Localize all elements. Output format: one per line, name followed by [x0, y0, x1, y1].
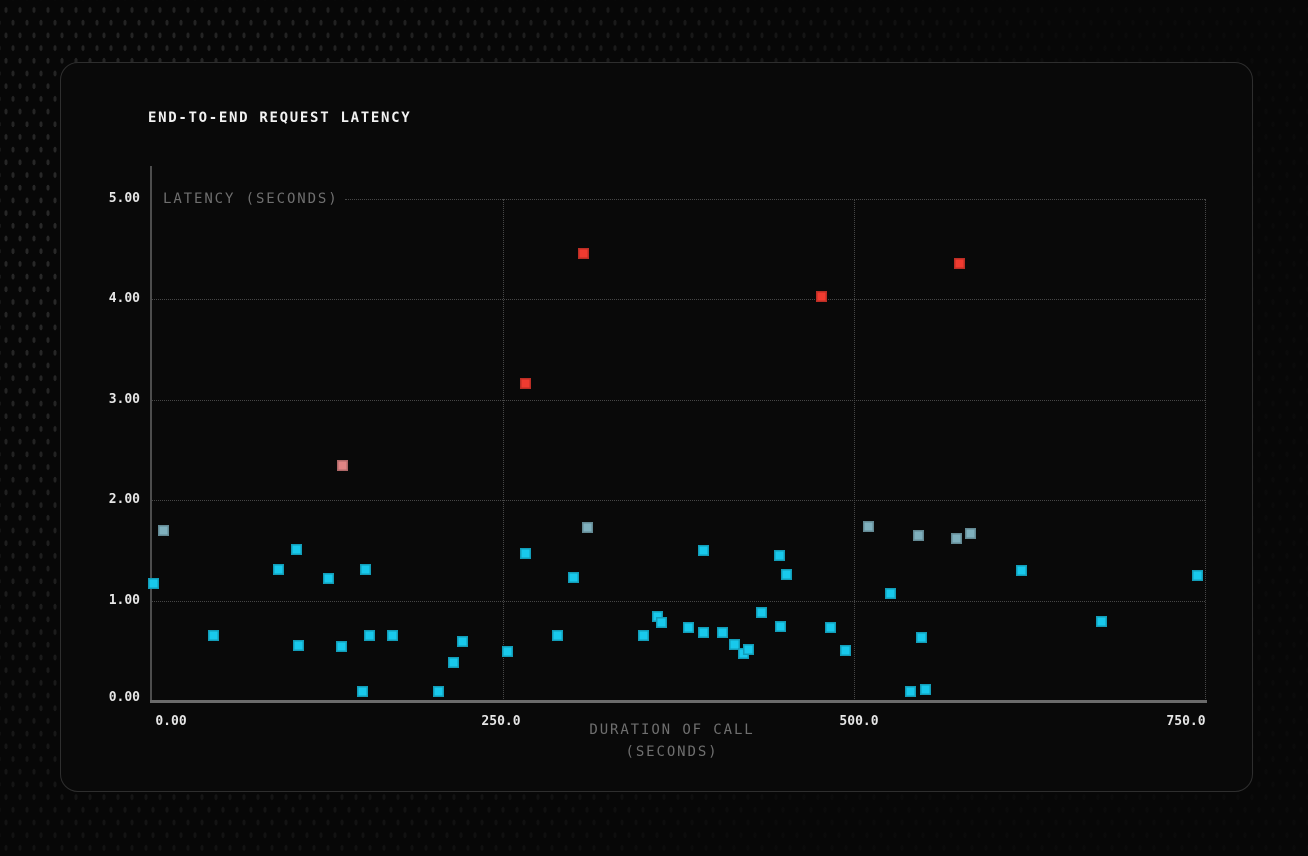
scatter-point-normal[interactable]	[915, 632, 927, 644]
scatter-point-normal[interactable]	[432, 686, 444, 698]
gridline-y-2	[152, 500, 1205, 502]
y-tick-3.00: 3.00	[108, 392, 140, 407]
scatter-point-normal[interactable]	[840, 645, 852, 657]
x-tick-500.0: 500.0	[839, 714, 879, 729]
scatter-point-normal[interactable]	[272, 563, 284, 575]
x-tick-250.0: 250.0	[481, 714, 521, 729]
gridline-y-3	[152, 399, 1205, 401]
scatter-point-normal[interactable]	[208, 630, 220, 642]
x-axis-label-line2: (SECONDS)	[625, 744, 719, 760]
x-axis-label-line1: DURATION OF CALL	[589, 722, 755, 738]
scatter-point-normal[interactable]	[519, 547, 531, 559]
scatter-point-normal[interactable]	[501, 646, 513, 658]
scatter-point-normal[interactable]	[904, 686, 916, 698]
scatter-point-normal[interactable]	[567, 572, 579, 583]
gridline-y-1	[152, 600, 1205, 602]
x-tick-750.0: 750.0	[1166, 714, 1206, 729]
scatter-point-muted[interactable]	[862, 520, 874, 532]
gridline-x-250	[503, 199, 504, 701]
scatter-point-normal[interactable]	[637, 630, 649, 642]
scatter-point-alert[interactable]	[519, 378, 531, 390]
scatter-point-normal[interactable]	[147, 578, 159, 590]
y-tick-2.00: 2.00	[108, 492, 140, 507]
scatter-point-normal[interactable]	[1095, 616, 1107, 628]
scatter-point-muted[interactable]	[913, 529, 925, 541]
scatter-point-normal[interactable]	[656, 617, 668, 629]
scatter-point-normal[interactable]	[386, 630, 398, 642]
scatter-point-muted[interactable]	[157, 524, 169, 536]
scatter-point-normal[interactable]	[755, 607, 767, 619]
scatter-point-normal[interactable]	[448, 657, 460, 669]
scatter-point-normal[interactable]	[737, 648, 749, 660]
scatter-point-normal[interactable]	[743, 644, 755, 656]
scatter-point-normal[interactable]	[716, 627, 728, 639]
scatter-point-normal[interactable]	[552, 630, 564, 642]
scatter-point-normal[interactable]	[920, 684, 932, 696]
scatter-point-normal[interactable]	[698, 627, 710, 639]
scatter-point-normal[interactable]	[729, 639, 741, 651]
y-tick-4.00: 4.00	[108, 291, 140, 306]
scatter-point-normal[interactable]	[1192, 570, 1204, 581]
scatter-point-normal[interactable]	[292, 640, 304, 652]
scatter-point-alert[interactable]	[577, 247, 589, 259]
gridline-y-4	[152, 299, 1205, 301]
gridline-x-500	[854, 199, 855, 701]
scatter-point-normal[interactable]	[651, 611, 663, 623]
latency-chart-panel	[60, 62, 1253, 792]
scatter-point-elevated[interactable]	[337, 459, 349, 471]
y-axis-label: LATENCY (SECONDS)	[163, 191, 339, 207]
scatter-point-normal[interactable]	[774, 549, 786, 561]
scatter-point-normal[interactable]	[336, 641, 348, 653]
scatter-point-normal[interactable]	[456, 636, 468, 648]
scatter-point-normal[interactable]	[364, 630, 376, 642]
y-tick-0.00: 0.00	[108, 690, 140, 705]
scatter-point-muted[interactable]	[581, 521, 593, 533]
scatter-point-normal[interactable]	[682, 622, 694, 634]
y-tick-5.00: 5.00	[108, 191, 140, 206]
y-axis-line	[150, 166, 152, 701]
x-tick-0.00: 0.00	[155, 714, 187, 729]
scatter-point-normal[interactable]	[775, 621, 787, 633]
scatter-point-normal[interactable]	[885, 588, 896, 600]
gridline-x-750	[1205, 199, 1206, 701]
y-tick-1.00: 1.00	[108, 593, 140, 608]
x-axis-line	[150, 700, 1207, 703]
chart-title: END-TO-END REQUEST LATENCY	[148, 110, 412, 126]
scatter-point-alert[interactable]	[953, 257, 965, 269]
scatter-point-normal[interactable]	[698, 544, 710, 556]
gridline-y-5	[345, 199, 1205, 200]
scatter-point-normal[interactable]	[1015, 564, 1027, 576]
scatter-point-normal[interactable]	[357, 686, 369, 698]
scatter-point-normal[interactable]	[323, 573, 335, 584]
scatter-point-normal[interactable]	[291, 543, 303, 555]
scatter-point-muted[interactable]	[950, 532, 962, 544]
scatter-point-normal[interactable]	[781, 568, 793, 580]
scatter-point-alert[interactable]	[816, 290, 828, 302]
scatter-point-muted[interactable]	[965, 527, 977, 539]
scatter-point-normal[interactable]	[824, 622, 836, 634]
scatter-point-normal[interactable]	[359, 563, 371, 575]
